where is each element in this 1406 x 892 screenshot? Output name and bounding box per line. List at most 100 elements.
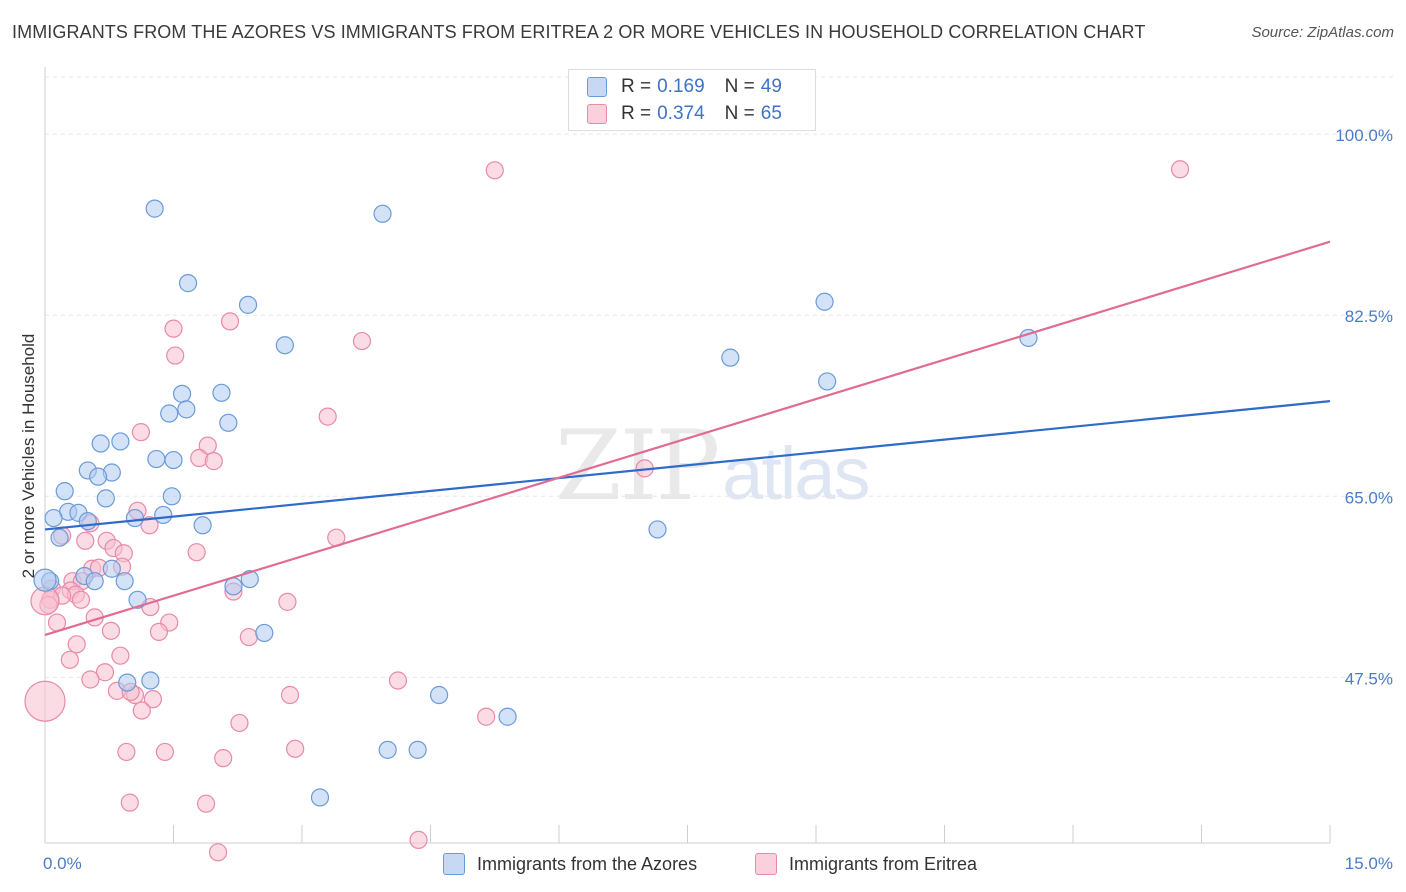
azores-point — [154, 505, 173, 525]
eritrea-point — [117, 742, 136, 762]
eritrea-point — [187, 543, 206, 562]
bottom-legend-swatch-azores — [443, 853, 465, 875]
azores-points — [33, 199, 1038, 807]
x-tick-label: 0.0% — [43, 854, 82, 873]
azores-point — [378, 740, 397, 759]
eritrea-point — [352, 331, 372, 351]
azores-point — [408, 740, 427, 759]
eritrea-point — [132, 701, 151, 720]
azores-point — [89, 467, 108, 486]
bottom-legend-label-eritrea: Immigrants from Eritrea — [789, 853, 978, 874]
eritrea-point — [111, 646, 130, 665]
legend: R = 0.169 N = 49 R = 0.374 N = 65 — [568, 69, 816, 131]
eritrea-point — [230, 713, 249, 733]
bottom-legend-swatch-eritrea — [755, 853, 777, 875]
azores-point — [224, 577, 243, 596]
eritrea-point — [477, 707, 496, 726]
trend-lines — [44, 240, 1331, 637]
eritrea-trend-line — [44, 240, 1331, 637]
eritrea-point — [198, 436, 217, 455]
eritrea-point — [318, 407, 337, 426]
eritrea-point — [278, 592, 297, 611]
azores-point — [125, 508, 145, 528]
eritrea-point — [60, 650, 79, 669]
eritrea-point — [71, 590, 91, 609]
azores-point — [55, 482, 74, 501]
watermark: ZIPatlas — [555, 410, 871, 522]
azores-point — [111, 432, 130, 451]
eritrea-point — [67, 635, 86, 654]
azores-point — [373, 204, 392, 223]
eritrea-point — [280, 685, 300, 705]
azores-point — [147, 449, 166, 469]
legend-n-value-azores: 49 — [760, 76, 782, 97]
eritrea-point — [76, 531, 95, 550]
azores-point — [818, 372, 837, 391]
eritrea-point — [166, 346, 185, 365]
azores-point — [118, 673, 137, 692]
azores-point — [145, 199, 164, 218]
legend-r-label: R = — [621, 76, 652, 97]
eritrea-cluster-point — [24, 680, 66, 722]
azores-point — [648, 520, 667, 539]
watermark-atlas: atlas — [722, 432, 870, 515]
azores-point — [721, 348, 740, 367]
azores-point — [255, 623, 274, 643]
legend-row-azores: R = 0.169 N = 49 — [587, 75, 782, 99]
azores-point — [498, 707, 517, 726]
eritrea-points — [24, 160, 1190, 862]
azores-trend-line — [44, 400, 1331, 531]
eritrea-point — [143, 690, 163, 709]
legend-n-label: N = — [724, 103, 755, 124]
azores-point — [429, 685, 449, 705]
eritrea-point — [286, 739, 305, 758]
y-tick-label: 100.0% — [1335, 126, 1393, 145]
eritrea-point — [1170, 160, 1190, 179]
azores-point — [310, 788, 330, 807]
azores-point — [115, 572, 134, 591]
eritrea-point — [95, 663, 115, 682]
azores-point — [219, 413, 238, 432]
azores-point — [162, 487, 181, 506]
y-tick-label: 65.0% — [1345, 488, 1393, 507]
azores-cluster-point — [33, 568, 57, 592]
azores-point — [172, 384, 192, 403]
legend-r-value-eritrea: 0.374 — [657, 103, 705, 124]
azores-point — [50, 528, 69, 547]
eritrea-point — [239, 627, 258, 647]
eritrea-point — [196, 794, 216, 813]
azores-point — [240, 570, 259, 589]
azores-point — [238, 295, 258, 314]
x-tick-label: 15.0% — [1345, 854, 1393, 873]
azores-point — [141, 671, 160, 690]
y-tick-label: 47.5% — [1345, 669, 1393, 688]
legend-row-eritrea: R = 0.374 N = 65 — [587, 102, 782, 126]
y-axis-label: 2 or more Vehicles in Household — [19, 334, 38, 579]
eritrea-point — [388, 671, 408, 690]
eritrea-point — [208, 843, 228, 862]
bottom-legend-azores: Immigrants from the Azores — [443, 852, 697, 876]
chart-title: IMMIGRANTS FROM THE AZORES VS IMMIGRANTS… — [12, 22, 1146, 42]
azores-point — [44, 508, 63, 528]
tick-labels: 47.5% 65.0% 82.5% 100.0% 0.0% 15.0% — [43, 126, 1393, 873]
azores-point — [212, 383, 231, 402]
eritrea-point — [204, 452, 223, 471]
eritrea-point — [131, 423, 151, 442]
azores-point — [275, 336, 294, 355]
legend-r-label: R = — [621, 103, 652, 124]
azores-point — [91, 434, 110, 453]
eritrea-point — [101, 621, 121, 640]
azores-point — [78, 512, 97, 531]
bottom-legend-label-azores: Immigrants from the Azores — [477, 853, 698, 874]
azores-point — [85, 572, 104, 591]
eritrea-point — [164, 319, 183, 338]
legend-n-label: N = — [724, 76, 755, 97]
legend-swatch-eritrea — [587, 104, 607, 124]
azores-point — [177, 400, 196, 419]
eritrea-point — [214, 749, 233, 768]
azores-point — [128, 590, 147, 609]
bottom-legend-eritrea: Immigrants from Eritrea — [755, 852, 977, 876]
azores-point — [164, 450, 183, 470]
azores-point — [160, 404, 179, 423]
